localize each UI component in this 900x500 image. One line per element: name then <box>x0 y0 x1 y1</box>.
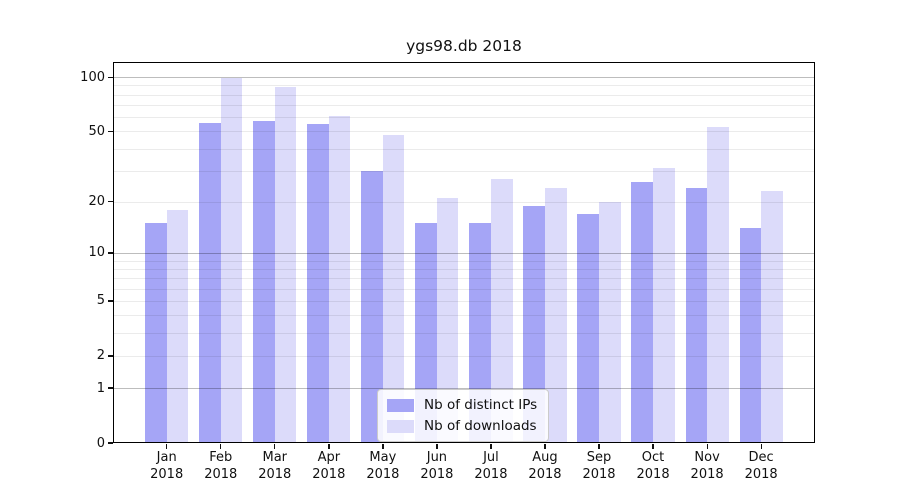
bar-distinct-ips-jun <box>415 223 437 443</box>
gridline-4 <box>113 315 815 317</box>
gridline-20 <box>113 201 815 203</box>
bar-distinct-ips-feb <box>199 122 221 443</box>
xtick-apr <box>328 444 330 449</box>
xtick-label-jan: Jan 2018 <box>150 450 184 482</box>
ytick-20 <box>108 201 113 203</box>
xtick-label-apr: Apr 2018 <box>312 450 346 482</box>
ytick-10 <box>108 252 113 254</box>
bar-downloads-feb <box>220 78 243 443</box>
bar-distinct-ips-jul <box>469 223 491 443</box>
bar-distinct-ips-oct <box>631 181 654 443</box>
gridline-100 <box>113 77 815 79</box>
xtick-label-nov: Nov 2018 <box>690 450 724 482</box>
xtick-label-aug: Aug 2018 <box>528 450 562 482</box>
bar-downloads-jun <box>436 198 459 443</box>
xtick-label-jun: Jun 2018 <box>420 450 454 482</box>
ytick-label-100: 100 <box>80 69 105 85</box>
xtick-sep <box>598 444 600 449</box>
xtick-dec <box>760 444 762 449</box>
gridline-2 <box>113 355 815 357</box>
ytick-5 <box>108 300 113 302</box>
gridline-70 <box>113 105 815 107</box>
ytick-label-50: 50 <box>88 123 105 139</box>
bar-downloads-apr <box>328 115 351 443</box>
ytick-label-1: 1 <box>96 380 105 396</box>
legend-item-downloads: Nb of downloads <box>387 418 537 434</box>
ytick-label-10: 10 <box>88 245 105 261</box>
bar-downloads-nov <box>707 126 729 443</box>
bar-distinct-ips-sep <box>577 213 599 443</box>
bar-distinct-ips-dec <box>739 228 762 443</box>
xtick-nov <box>706 444 708 449</box>
bar-distinct-ips-mar <box>253 121 275 443</box>
legend-swatch-distinct-ips <box>387 398 414 412</box>
gridline-6 <box>113 288 815 290</box>
gridline-8 <box>113 268 815 270</box>
gridline-50 <box>113 131 815 133</box>
gridline-1 <box>113 388 815 390</box>
bar-downloads-may <box>382 134 405 443</box>
xtick-label-sep: Sep 2018 <box>582 450 616 482</box>
legend-item-distinct-ips: Nb of distinct IPs <box>387 397 537 413</box>
gridline-3 <box>113 333 815 335</box>
bar-downloads-jan <box>166 209 189 443</box>
xtick-jun <box>436 444 438 449</box>
ytick-0 <box>108 442 113 444</box>
xtick-label-dec: Dec 2018 <box>744 450 778 482</box>
bar-distinct-ips-may <box>361 170 383 443</box>
bar-distinct-ips-jan <box>145 223 167 443</box>
bar-downloads-dec <box>761 191 783 443</box>
bar-downloads-oct <box>653 168 675 443</box>
gridline-5 <box>113 300 815 302</box>
ytick-50 <box>108 130 113 133</box>
gridline-80 <box>113 94 815 96</box>
gridline-90 <box>113 85 815 87</box>
xtick-feb <box>220 444 222 449</box>
xtick-jan <box>166 444 168 449</box>
bar-distinct-ips-apr <box>307 123 329 443</box>
chart-title: ygs98.db 2018 <box>406 37 522 55</box>
gridline-10 <box>113 252 815 254</box>
ytick-2 <box>108 355 113 357</box>
xtick-may <box>382 444 384 449</box>
gridline-60 <box>113 117 815 119</box>
xtick-label-feb: Feb 2018 <box>204 450 238 482</box>
ytick-100 <box>108 76 113 78</box>
ytick-1 <box>108 387 113 389</box>
xtick-label-oct: Oct 2018 <box>636 450 670 482</box>
xtick-oct <box>652 444 654 449</box>
legend-label-distinct-ips: Nb of distinct IPs <box>424 397 538 413</box>
ytick-label-2: 2 <box>96 348 105 364</box>
gridline-30 <box>113 170 815 172</box>
bar-distinct-ips-aug <box>523 205 545 443</box>
bar-downloads-mar <box>274 87 297 443</box>
legend: Nb of distinct IPs Nb of downloads <box>377 389 550 442</box>
ytick-label-0: 0 <box>96 435 105 451</box>
xtick-label-may: May 2018 <box>366 450 400 482</box>
plot-area <box>113 62 815 443</box>
bar-downloads-sep <box>599 201 621 443</box>
xtick-jul <box>490 444 492 449</box>
xtick-mar <box>274 444 276 449</box>
xtick-label-jul: Jul 2018 <box>474 450 508 482</box>
ytick-label-5: 5 <box>96 293 105 309</box>
legend-label-downloads: Nb of downloads <box>424 418 537 434</box>
gridline-9 <box>113 260 815 262</box>
gridline-7 <box>113 278 815 280</box>
legend-swatch-downloads <box>387 419 414 433</box>
bar-downloads-aug <box>544 187 567 443</box>
gridline-40 <box>113 148 815 150</box>
bar-downloads-jul <box>490 178 513 443</box>
ytick-label-20: 20 <box>88 194 105 210</box>
xtick-aug <box>544 444 546 449</box>
xtick-label-mar: Mar 2018 <box>258 450 292 482</box>
bar-distinct-ips-nov <box>685 187 708 443</box>
